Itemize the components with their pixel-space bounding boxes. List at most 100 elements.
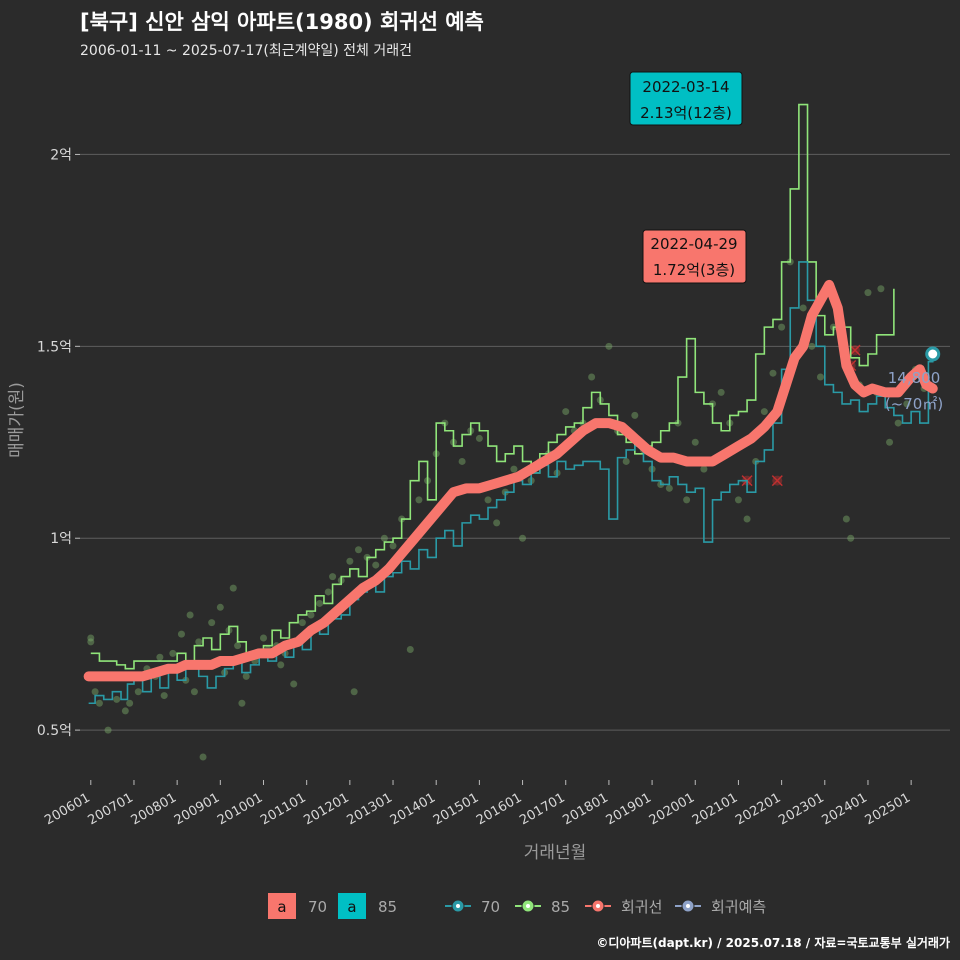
data-point [238,699,246,707]
data-point [324,588,332,596]
x-tick-label: 202101 [690,790,740,828]
x-tick-label: 201501 [431,790,481,828]
x-tick-label: 201901 [604,790,654,828]
x-tick-label: 200901 [172,790,222,828]
data-point [229,584,237,592]
legend-label: 회귀선 [621,898,662,916]
x-tick-label: 201801 [560,790,610,828]
x-tick-label: 201401 [388,790,438,828]
data-point [156,653,164,661]
data-point [354,546,362,554]
data-point [717,388,725,396]
data-point [113,695,121,703]
cancelled-mark-x [849,344,861,356]
scatter-layer [87,258,928,761]
data-point [298,619,306,627]
x-tick-label: 202201 [733,790,783,828]
series-85-line [90,103,895,670]
data-point [186,611,194,619]
annotation-70-date: 2022-04-29 [650,235,737,253]
data-point [169,649,177,657]
data-point [808,342,816,350]
forecast-line [914,364,938,394]
annotation-70-text: 1.72억(3층) [653,261,735,279]
data-point [216,603,224,611]
data-point [484,496,492,504]
data-point [160,692,168,700]
legend-label: 회귀예측 [711,898,766,916]
data-point [277,661,285,669]
data-point [346,557,354,565]
data-point [886,438,894,446]
data-point [816,373,824,381]
data-point [700,465,708,473]
data-point [126,699,134,707]
x-axis-title: 거래년월 [524,843,587,863]
data-point [95,699,103,707]
data-point [519,534,527,542]
data-point [199,753,207,761]
data-point [510,465,518,473]
data-point [562,408,570,416]
y-tick-label: 2억 [50,147,72,163]
legend-label: 85 [378,898,397,916]
data-point [372,561,380,569]
regression-line [83,279,925,682]
data-point [415,496,423,504]
data-point [87,634,95,642]
data-point [665,484,673,492]
data-point [208,619,216,627]
x-tick-label: 202301 [776,790,826,828]
data-point [259,634,267,642]
data-point [134,688,142,696]
data-point [842,515,850,523]
y-tick-label: 1억 [50,531,72,547]
data-point [329,573,337,581]
data-point [903,400,911,408]
data-point [121,707,129,715]
data-point [290,680,298,688]
data-point [622,457,630,465]
x-tick-label: 201701 [517,790,567,828]
x-tick-label: 202501 [863,790,913,828]
axis-layer: 0.5억 1억 1.5억 2억 2006012007012008012009012010… [7,147,913,863]
data-point [350,688,358,696]
legend-label: 70 [308,898,327,916]
chart-title: [북구] 신안 삼익 아파트(1980) 회귀선 예측 [80,10,484,34]
data-point [475,434,483,442]
legend-label: 85 [551,898,570,916]
data-point [799,304,807,312]
data-point [760,408,768,416]
x-tick-label: 201101 [258,790,308,828]
legend-key-glyph: a [347,898,356,916]
data-point [877,285,885,293]
y-axis-title: 매매가(원) [7,382,27,458]
data-point [406,646,414,654]
data-point [458,457,466,465]
x-tick-label: 201201 [301,790,351,828]
data-point [493,519,501,527]
legend-label: 70 [481,898,500,916]
data-point [631,411,639,419]
data-point [316,599,324,607]
legend-layer: a 70 a 85 70 85 회귀선 회귀예측 [268,893,766,919]
series-70-line [88,261,934,705]
annotation-85-date: 2022-03-14 [642,78,729,96]
data-point [190,688,198,696]
data-point [734,496,742,504]
x-tick-label: 202001 [647,790,697,828]
x-tick-label: 201001 [215,790,265,828]
legend-line-dot-inner [686,904,690,908]
annotation-70-box [642,229,747,284]
data-point [588,373,596,381]
y-tick-label: 1.5억 [37,339,72,355]
x-tick-label: 202401 [819,790,869,828]
data-point [307,611,315,619]
annotation-85-box [629,71,743,126]
data-point [104,726,112,734]
grid-layer [80,153,950,731]
data-point [778,323,786,331]
x-tick-label: 201601 [474,790,524,828]
data-point [605,342,613,350]
data-point [743,515,751,523]
